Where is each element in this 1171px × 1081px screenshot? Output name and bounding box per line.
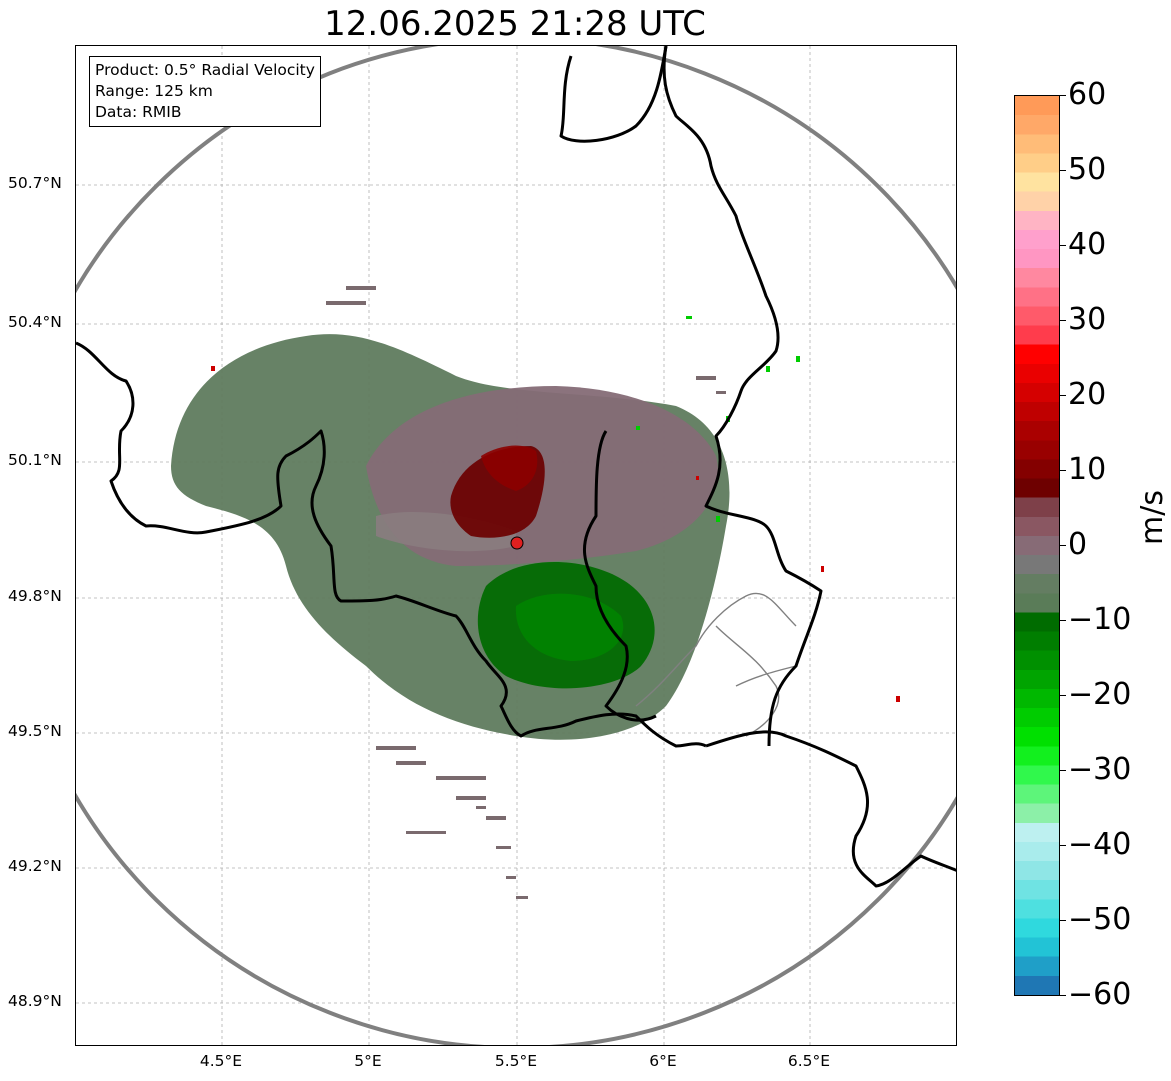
colorbar-tick-label: 60 — [1068, 77, 1107, 112]
lon-label: 6°E — [649, 1052, 677, 1070]
radar-echoes — [171, 286, 900, 899]
info-range: Range: 125 km — [95, 82, 213, 100]
lat-label: 50.1°N — [8, 451, 62, 469]
product-info-box: Product: 0.5° Radial Velocity Range: 125… — [89, 56, 321, 127]
colorbar-tick-mark — [1060, 845, 1066, 846]
colorbar-tick-label: −10 — [1068, 602, 1132, 637]
state-borders — [635, 592, 797, 737]
country-borders — [76, 46, 956, 888]
lon-label: 5°E — [354, 1052, 382, 1070]
lon-label: 6.5°E — [787, 1052, 831, 1070]
lat-label: 48.9°N — [8, 992, 62, 1010]
colorbar-tick-label: −40 — [1068, 827, 1132, 862]
lat-label: 49.5°N — [8, 722, 62, 740]
colorbar-tick-label: −60 — [1068, 977, 1132, 1012]
lon-label: 4.5°E — [199, 1052, 243, 1070]
colorbar-tick-mark — [1060, 620, 1066, 621]
colorbar-tick-label: 20 — [1068, 377, 1107, 412]
colorbar — [1014, 95, 1060, 996]
colorbar-tick-label: 40 — [1068, 227, 1107, 262]
map-canvas — [76, 46, 956, 1045]
colorbar-tick-mark — [1060, 320, 1066, 321]
colorbar-tick-label: −30 — [1068, 752, 1132, 787]
colorbar-tick-label: 10 — [1068, 452, 1107, 487]
lat-label: 50.4°N — [8, 313, 62, 331]
colorbar-tick-mark — [1060, 245, 1066, 246]
info-product: Product: 0.5° Radial Velocity — [95, 61, 315, 79]
colorbar-tick-label: 30 — [1068, 302, 1107, 337]
colorbar-tick-label: 50 — [1068, 152, 1107, 187]
colorbar-tick-mark — [1060, 545, 1066, 546]
colorbar-tick-label: 0 — [1068, 527, 1088, 562]
lat-label: 49.8°N — [8, 587, 62, 605]
colorbar-tick-mark — [1060, 920, 1066, 921]
colorbar-tick-mark — [1060, 95, 1066, 96]
colorbar-tick-mark — [1060, 170, 1066, 171]
lon-label: 5.5°E — [494, 1052, 538, 1070]
colorbar-tick-label: −20 — [1068, 677, 1132, 712]
plot-title: 12.06.2025 21:28 UTC — [324, 4, 706, 44]
colorbar-tick-mark — [1060, 695, 1066, 696]
colorbar-tick-mark — [1060, 770, 1066, 771]
radar-site-marker[interactable] — [510, 536, 524, 550]
colorbar-tick-mark — [1060, 395, 1066, 396]
colorbar-label: m/s — [1135, 490, 1170, 545]
lat-label: 50.7°N — [8, 174, 62, 192]
colorbar-tick-mark — [1060, 995, 1066, 996]
radar-map[interactable]: Product: 0.5° Radial Velocity Range: 125… — [75, 45, 957, 1046]
lat-label: 49.2°N — [8, 857, 62, 875]
colorbar-tick-label: −50 — [1068, 902, 1132, 937]
colorbar-tick-mark — [1060, 470, 1066, 471]
info-data: Data: RMIB — [95, 103, 182, 121]
